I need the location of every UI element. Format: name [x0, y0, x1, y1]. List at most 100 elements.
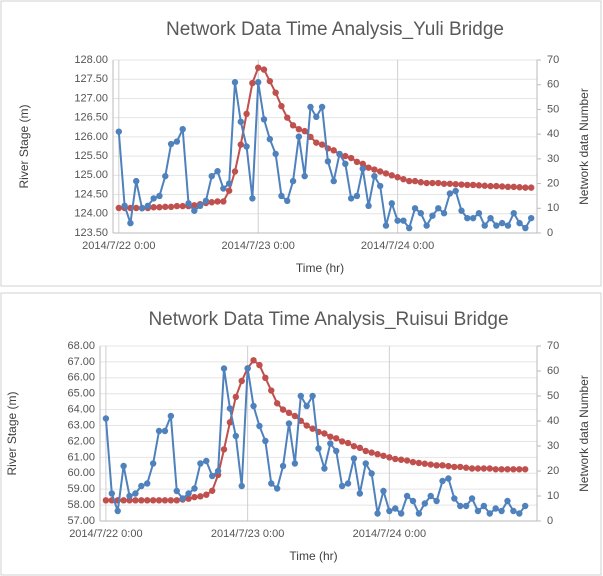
data-point [464, 214, 471, 222]
data-point [161, 497, 169, 504]
data-point [173, 202, 181, 210]
data-point [278, 192, 285, 200]
data-point [203, 491, 210, 498]
data-point [315, 445, 322, 452]
data-point [162, 203, 169, 211]
data-point [133, 204, 140, 212]
y-tick-label: 63.00 [67, 419, 95, 431]
data-point [435, 205, 442, 212]
y2-tick-label: 20 [547, 177, 559, 189]
data-point [409, 497, 417, 505]
y-tick-label: 65.00 [67, 388, 95, 400]
data-point [464, 181, 471, 189]
data-point [504, 222, 512, 229]
data-point [498, 183, 506, 190]
x-tick-label: 2014/7/23 0:00 [222, 240, 295, 252]
data-point [356, 490, 364, 497]
data-point [209, 472, 216, 480]
data-point [492, 466, 499, 473]
data-point [376, 168, 384, 175]
data-point [250, 402, 257, 410]
data-point [307, 103, 314, 111]
data-point [333, 447, 340, 455]
data-point [359, 160, 366, 167]
data-point [214, 198, 221, 205]
data-point [411, 177, 419, 185]
data-point [167, 412, 175, 420]
data-point [279, 462, 287, 470]
data-point [504, 497, 511, 505]
data-point [327, 440, 334, 447]
y-tick-label: 62.00 [67, 435, 95, 447]
data-point [208, 199, 215, 206]
data-point [481, 182, 488, 189]
data-point [220, 446, 228, 453]
data-point [516, 219, 523, 227]
data-point [457, 502, 464, 510]
data-point [191, 207, 198, 214]
data-point [244, 365, 251, 372]
data-point [429, 179, 436, 187]
data-point [232, 393, 240, 401]
data-point [301, 172, 308, 180]
data-point [156, 204, 163, 211]
data-point [415, 510, 423, 517]
data-point [462, 464, 470, 471]
data-point [397, 510, 405, 517]
data-point [114, 507, 121, 515]
data-point [197, 493, 204, 500]
data-point [285, 409, 293, 417]
data-point [474, 507, 482, 515]
data-point [336, 150, 343, 158]
x-tick-label: 2014/7/22 0:00 [82, 240, 155, 252]
data-point [344, 439, 352, 447]
data-point [167, 497, 175, 504]
y-tick-label: 125.50 [74, 150, 108, 162]
data-point [493, 222, 500, 229]
data-point [445, 462, 452, 470]
data-point [382, 170, 390, 177]
data-point [527, 184, 535, 191]
data-point [403, 457, 411, 464]
data-point [243, 110, 250, 118]
data-point [327, 433, 334, 440]
data-point [397, 456, 405, 463]
data-point [411, 205, 419, 212]
data-point [406, 224, 413, 232]
data-point [220, 365, 228, 372]
data-point [429, 212, 436, 219]
data-point [504, 466, 511, 473]
data-point [256, 422, 263, 430]
y-axis-title: River Stage (m) [17, 104, 31, 188]
y2-tick-label: 10 [547, 490, 559, 502]
chart-frame [0, 0, 602, 287]
data-point [102, 415, 110, 422]
data-point [303, 422, 310, 429]
data-point [303, 402, 310, 410]
data-point [480, 465, 488, 472]
y2-tick-label: 70 [547, 54, 559, 66]
data-point [406, 177, 413, 185]
data-point [321, 465, 328, 472]
data-point [400, 175, 407, 183]
data-point [197, 460, 204, 467]
data-point [209, 487, 216, 494]
data-point [439, 462, 446, 469]
data-point [214, 168, 221, 175]
data-point [208, 172, 215, 180]
y-tick-label: 61.00 [67, 451, 95, 463]
data-point [301, 127, 308, 135]
data-point [249, 79, 256, 87]
data-point [380, 487, 387, 495]
data-point [468, 495, 476, 502]
data-point [394, 217, 401, 224]
data-point [423, 222, 430, 229]
y2-tick-label: 30 [547, 153, 559, 165]
data-point [284, 114, 291, 121]
data-point [417, 210, 425, 217]
data-point [132, 490, 139, 497]
data-point [427, 461, 434, 468]
data-point [400, 217, 407, 224]
y2-tick-label: 0 [547, 515, 553, 527]
data-point [498, 219, 506, 227]
